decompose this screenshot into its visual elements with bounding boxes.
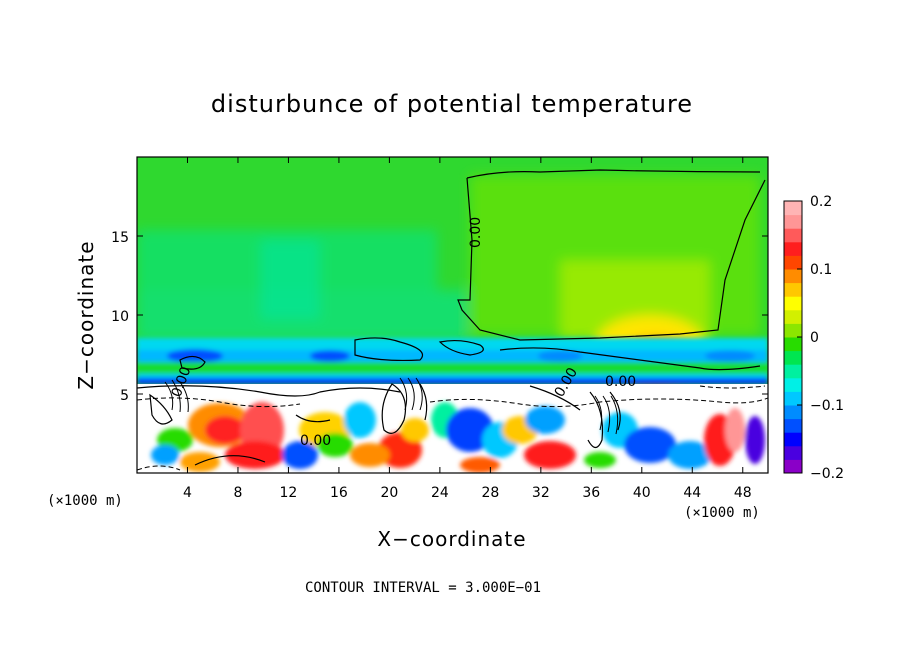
colorbar-swatch xyxy=(784,241,802,256)
contour-label: 0.00 xyxy=(468,217,484,248)
x-axis-title: X−coordinate xyxy=(377,527,526,551)
colorbar-swatch xyxy=(784,269,802,284)
dense-contours xyxy=(164,377,619,435)
x-axis-ticks: 4 8 12 16 20 24 28 32 36 40 44 48 xyxy=(183,157,752,501)
contour-lines xyxy=(137,169,766,466)
x-tick-label: 48 xyxy=(734,485,752,501)
colorbar-tick-label: 0 xyxy=(810,330,819,346)
chart-title: disturbunce of potential temperature xyxy=(211,90,693,118)
x-tick-label: 12 xyxy=(280,485,298,501)
colorbar-ticks: 0.2 0.1 0 −0.1 −0.2 xyxy=(797,194,844,482)
colorbar-swatch xyxy=(784,282,802,297)
colorbar-swatch xyxy=(784,405,802,420)
colorbar-tick-label: −0.1 xyxy=(810,398,844,414)
colorbar-swatch xyxy=(784,201,802,216)
colorbar-swatch xyxy=(784,228,802,243)
colorbar-tick-label: 0.1 xyxy=(810,262,832,278)
x-unit-right: (×1000 m) xyxy=(684,505,760,521)
colorbar-tick-label: 0.2 xyxy=(810,194,832,210)
x-tick-label: 24 xyxy=(431,485,449,501)
heatmap-field: 0.00 0.00 0.00 0.00 0.00 xyxy=(137,157,768,473)
y-axis-ticks: 5 10 15 xyxy=(111,230,768,404)
x-tick-label: 40 xyxy=(633,485,651,501)
colorbar-tick-label: −0.2 xyxy=(810,466,844,482)
x-tick-label: 16 xyxy=(330,485,348,501)
colorbar-swatch xyxy=(784,432,802,447)
colorbar-swatch xyxy=(784,445,802,460)
colorbar-swatch xyxy=(784,418,802,433)
colorbar-swatch xyxy=(784,214,802,229)
dashed-contours xyxy=(137,385,768,471)
y-axis-title: Z−coordinate xyxy=(74,240,98,389)
x-tick-label: 4 xyxy=(183,485,192,501)
x-tick-label: 28 xyxy=(481,485,499,501)
colorbar-swatch xyxy=(784,377,802,392)
colorbar-swatch xyxy=(784,323,802,338)
x-tick-label: 20 xyxy=(380,485,398,501)
contour-label: 0.00 xyxy=(605,374,636,390)
x-tick-label: 36 xyxy=(582,485,600,501)
y-tick-label: 5 xyxy=(120,388,129,404)
colorbar-swatch xyxy=(784,309,802,324)
y-tick-label: 10 xyxy=(111,309,129,325)
colorbar-swatch xyxy=(784,296,802,311)
x-unit-left: (×1000 m) xyxy=(47,493,123,509)
colorbar-swatch xyxy=(784,391,802,406)
x-tick-label: 44 xyxy=(683,485,701,501)
colorbar-swatch xyxy=(784,350,802,365)
y-tick-label: 15 xyxy=(111,230,129,246)
contour-interval-note: CONTOUR INTERVAL = 3.000E−01 xyxy=(305,580,541,596)
colorbar-swatch xyxy=(784,255,802,270)
colorbar-swatch xyxy=(784,337,802,352)
colorbar-swatch xyxy=(784,459,802,474)
colorbar-swatch xyxy=(784,364,802,379)
x-tick-label: 8 xyxy=(233,485,242,501)
x-tick-label: 32 xyxy=(532,485,550,501)
contour-label: 0.00 xyxy=(300,433,331,449)
